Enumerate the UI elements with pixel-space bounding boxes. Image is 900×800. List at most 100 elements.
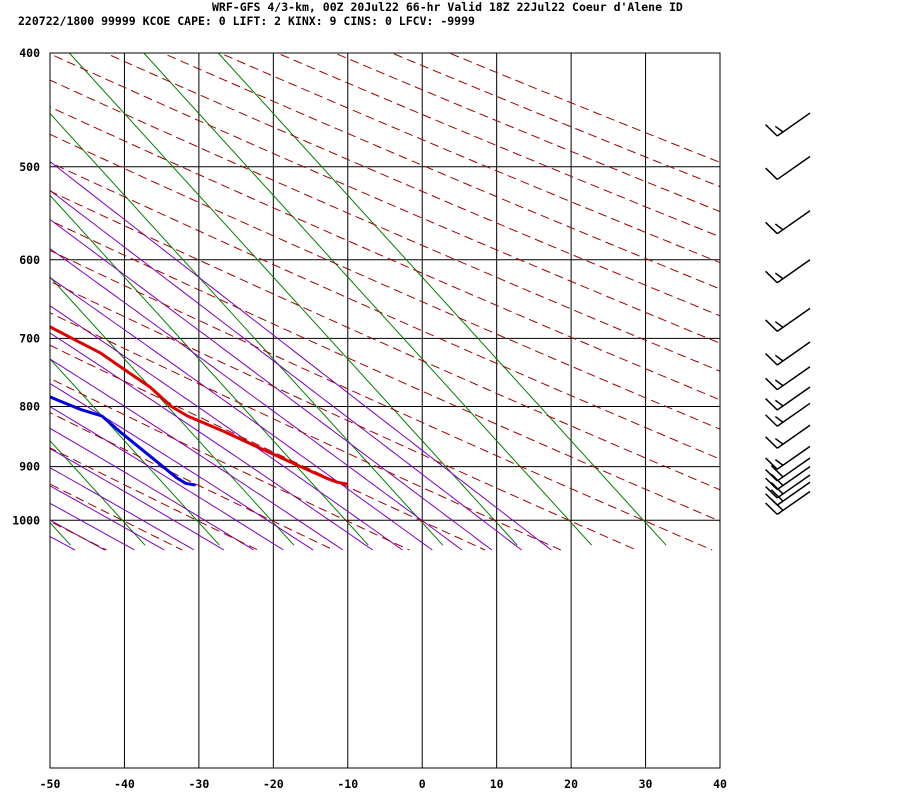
y-tick-label: 600 bbox=[19, 253, 40, 267]
dry-adiabat-line bbox=[50, 106, 720, 401]
wind-barb-feather bbox=[774, 399, 784, 407]
wind-barb-feather bbox=[774, 321, 784, 328]
wind-barb-feather bbox=[765, 457, 778, 470]
wind-barb-feather bbox=[770, 482, 784, 495]
wind-barb-feather bbox=[765, 377, 778, 391]
moist-adiabat-line bbox=[50, 305, 403, 551]
wind-barb-feather bbox=[774, 379, 784, 387]
dry-adiabat-line bbox=[104, 53, 720, 317]
moist-adiabat-line bbox=[50, 332, 374, 551]
wind-barb bbox=[765, 386, 811, 411]
dry-adiabat-line bbox=[50, 312, 562, 551]
isotherm-line bbox=[50, 276, 295, 546]
wind-barb bbox=[765, 259, 811, 284]
isotherm-line bbox=[50, 440, 146, 546]
y-tick-label: 1000 bbox=[12, 513, 40, 527]
wind-barb-feather bbox=[774, 459, 784, 466]
x-tick-label: -10 bbox=[337, 777, 358, 791]
moist-adiabat-line bbox=[50, 160, 552, 551]
wind-barb-feather bbox=[765, 221, 778, 235]
axis-tick-labels: -50 -40 -30 -20 -10 0 10 20 30 40 400 500 600 700 800 9… bbox=[12, 46, 727, 791]
y-tick-label: 900 bbox=[19, 460, 40, 474]
dry-adiabat-line bbox=[447, 53, 720, 163]
moist-adiabats bbox=[50, 160, 552, 551]
wind-barb-feather bbox=[774, 125, 784, 133]
wind-barb bbox=[765, 155, 811, 181]
wind-barb bbox=[765, 457, 811, 482]
isotherm-line bbox=[217, 53, 667, 546]
moist-adiabat-line bbox=[50, 485, 165, 551]
dewpoint-profile-line bbox=[50, 395, 196, 487]
temperature-profile-line bbox=[50, 325, 348, 486]
dry-adiabats bbox=[50, 53, 720, 551]
isotherms bbox=[50, 53, 667, 546]
isotherm-line bbox=[50, 358, 220, 546]
wind-barb bbox=[765, 424, 811, 449]
wind-barb-feather bbox=[765, 502, 778, 515]
y-tick-label: 500 bbox=[19, 160, 40, 174]
x-tick-label: -40 bbox=[114, 777, 135, 791]
wind-barb bbox=[765, 402, 811, 427]
wind-barb bbox=[765, 366, 811, 391]
wind-barb bbox=[765, 445, 811, 470]
dry-adiabat-line bbox=[50, 447, 259, 551]
wind-barb-feather bbox=[774, 354, 784, 362]
wind-barb bbox=[765, 341, 811, 366]
isotherm-line bbox=[143, 53, 593, 546]
wind-barb bbox=[765, 112, 811, 137]
x-tick-label: 40 bbox=[713, 777, 727, 791]
header-line2: 220722/1800 99999 KCOE CAPE: 0 LIFT: 2 K… bbox=[18, 14, 475, 28]
moist-adiabat-line bbox=[50, 406, 284, 551]
wind-barb-feather bbox=[770, 473, 784, 487]
wind-barb bbox=[765, 490, 811, 516]
wind-barb-feather bbox=[765, 353, 778, 366]
wind-barb bbox=[765, 210, 811, 235]
wind-barb-feather bbox=[765, 270, 778, 284]
moist-adiabat-line bbox=[50, 448, 225, 551]
wind-barb-feather bbox=[765, 436, 778, 449]
wind-barb-feather bbox=[765, 319, 778, 332]
wind-barb bbox=[765, 307, 811, 332]
moist-adiabat-line bbox=[50, 467, 195, 551]
wind-barb-feather bbox=[770, 489, 784, 502]
dry-adiabat-line bbox=[50, 249, 713, 551]
wind-barb-staff bbox=[776, 155, 811, 181]
wind-barb-feather bbox=[774, 223, 784, 231]
wind-barb-feather bbox=[765, 167, 778, 180]
wind-barb-feather bbox=[765, 477, 778, 491]
wind-barb bbox=[765, 465, 811, 491]
wind-barb bbox=[765, 474, 811, 499]
header-line1: WRF-GFS 4/3-km, 00Z 20Jul22 66-hr Valid … bbox=[212, 0, 683, 14]
x-tick-label: -30 bbox=[188, 777, 209, 791]
y-tick-label: 800 bbox=[19, 400, 40, 414]
moist-adiabat-line bbox=[50, 427, 254, 551]
wind-barb-feather bbox=[765, 398, 778, 411]
y-tick-label: 400 bbox=[19, 46, 40, 60]
moist-adiabat-line bbox=[50, 189, 522, 551]
x-tick-label: -20 bbox=[263, 777, 284, 791]
wind-barb-feather bbox=[774, 272, 784, 280]
moist-adiabat-line bbox=[50, 276, 433, 551]
plot-frame bbox=[49, 52, 721, 769]
x-tick-label: 10 bbox=[490, 777, 504, 791]
x-tick-label: 20 bbox=[564, 777, 578, 791]
wind-barb-feather bbox=[765, 469, 778, 482]
wind-barb-feather bbox=[765, 486, 778, 499]
moist-adiabat-line bbox=[50, 383, 314, 551]
x-tick-label: -50 bbox=[40, 777, 61, 791]
x-tick-label: 0 bbox=[419, 777, 426, 791]
wind-barb-feather bbox=[770, 465, 784, 478]
dry-adiabat-line bbox=[50, 53, 720, 344]
y-tick-label: 700 bbox=[19, 331, 40, 345]
wind-barb-feather bbox=[774, 437, 784, 445]
wind-barb-feather bbox=[770, 498, 784, 511]
wind-barb-feather bbox=[765, 414, 778, 427]
sounding-profiles bbox=[50, 325, 348, 487]
wind-barb-feather bbox=[765, 124, 778, 137]
moist-adiabat-line bbox=[50, 218, 493, 551]
dry-adiabat-line bbox=[50, 412, 334, 551]
dry-adiabat-line bbox=[50, 483, 183, 551]
isotherm-line bbox=[68, 53, 518, 546]
